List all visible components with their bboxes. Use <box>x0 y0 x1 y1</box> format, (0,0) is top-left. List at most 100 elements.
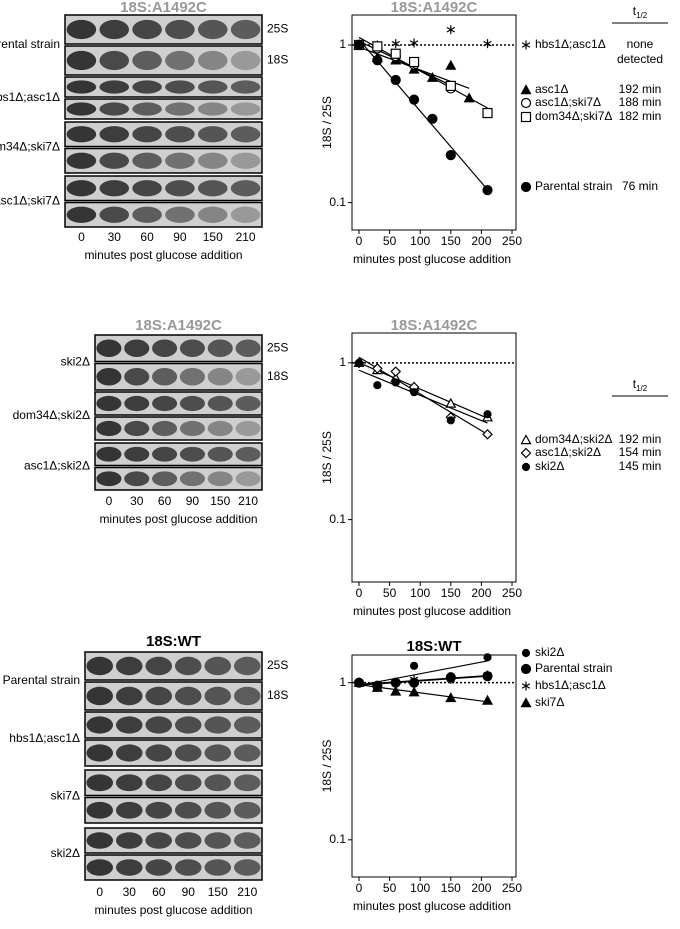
blot-band <box>233 774 261 792</box>
blot-band <box>207 420 233 437</box>
blot-band <box>132 102 162 116</box>
point <box>483 653 492 662</box>
point <box>354 358 364 367</box>
blot-band <box>96 395 122 412</box>
blot-band <box>124 446 150 462</box>
x-tick-label: 0 <box>356 586 363 600</box>
blot-band <box>233 656 261 676</box>
blot-band <box>145 832 173 849</box>
x-tick-label: 200 <box>471 586 491 600</box>
blot-band <box>145 774 173 792</box>
blot-band <box>152 420 178 437</box>
x-axis-label: minutes post glucose addition <box>353 252 511 266</box>
fit-line <box>358 39 488 191</box>
blot-band <box>204 774 232 792</box>
blot-strip <box>84 827 263 854</box>
chart-title: 18S:A1492C <box>391 0 478 16</box>
blot-band <box>99 126 130 143</box>
legend-marker <box>521 462 531 472</box>
blot-band <box>230 206 261 223</box>
row-label: hbs1Δ;asc1Δ <box>0 90 60 104</box>
x-tick-label: 150 <box>441 881 461 895</box>
x-tick-label: 250 <box>502 881 522 895</box>
legend-label: ski2Δ <box>535 459 564 473</box>
blot-band <box>204 801 232 819</box>
row-label: dom34Δ;ski2Δ <box>13 408 90 422</box>
lane-label: 60 <box>158 494 172 508</box>
blot-title: 18S:A1492C <box>120 0 207 16</box>
half-life-label: 188 min <box>619 95 662 109</box>
x-axis-label: minutes post glucose addition <box>353 899 511 913</box>
blot-band <box>179 420 205 437</box>
legend-label: Parental strain <box>535 179 612 193</box>
x-tick-label: 100 <box>410 234 430 248</box>
point <box>372 41 383 52</box>
blot-band <box>115 686 143 706</box>
blot-band <box>165 206 195 223</box>
blot-band <box>204 656 232 676</box>
blot-band <box>66 126 97 143</box>
lane-label: 60 <box>140 230 154 244</box>
y-tick-label: 0.1 <box>329 195 346 209</box>
legend-label: dom34Δ;ski7Δ <box>535 109 612 123</box>
blot-band <box>132 152 162 169</box>
row-label: asc1Δ;ski2Δ <box>24 459 90 473</box>
x-tick-label: 250 <box>502 586 522 600</box>
band-label: 18S <box>267 53 288 67</box>
blot-band <box>204 686 232 706</box>
point <box>390 74 401 86</box>
blot-band <box>66 80 97 94</box>
blot-band <box>207 471 233 487</box>
lane-label: 0 <box>96 885 103 899</box>
legend-marker <box>521 648 531 658</box>
blot-title: 18S:A1492C <box>135 317 222 334</box>
point <box>408 56 420 68</box>
blot-strip <box>84 769 263 797</box>
blot-strip <box>84 711 263 739</box>
blot-band <box>66 152 97 169</box>
point <box>390 685 402 696</box>
blot-strip <box>64 45 263 76</box>
blot-band <box>165 19 195 40</box>
point <box>409 674 419 684</box>
blot-strip <box>84 854 263 881</box>
point <box>391 39 400 49</box>
blot-band <box>230 19 261 40</box>
row-label: ski7Δ <box>51 789 80 803</box>
legend-label: asc1Δ;ski7Δ <box>535 95 601 109</box>
x-axis-label: minutes post glucose addition <box>353 604 511 618</box>
blot-band <box>124 420 150 437</box>
blot-band <box>165 50 195 71</box>
blot-xlabel: minutes post glucose addition <box>84 248 242 262</box>
lane-label: 0 <box>78 230 85 244</box>
x-tick-label: 200 <box>471 234 491 248</box>
point <box>483 39 492 49</box>
blot-band <box>174 744 202 762</box>
y-tick-label: 0.1 <box>329 832 346 846</box>
x-tick-label: 0 <box>356 881 363 895</box>
blot-band <box>165 152 195 169</box>
blot-band <box>115 656 143 676</box>
blot-band <box>115 859 143 876</box>
blot-band <box>124 395 150 412</box>
x-tick-label: 50 <box>383 881 397 895</box>
blot-band <box>197 50 228 71</box>
point <box>373 381 382 390</box>
legend-marker <box>520 111 532 123</box>
blot-band <box>115 716 143 734</box>
half-life-label: detected <box>617 52 663 66</box>
blot-band <box>207 395 233 412</box>
blot-band <box>179 395 205 412</box>
lane-label: 30 <box>130 494 144 508</box>
blot-band <box>174 774 202 792</box>
x-tick-label: 200 <box>471 881 491 895</box>
legend-label: asc1Δ;ski2Δ <box>535 445 601 459</box>
blot-band <box>99 180 130 197</box>
x-tick-label: 150 <box>441 234 461 248</box>
lane-label: 30 <box>123 885 137 899</box>
legend-marker <box>520 181 532 193</box>
x-tick-label: 100 <box>410 586 430 600</box>
blot-band <box>99 19 130 40</box>
blot-band <box>96 471 122 487</box>
